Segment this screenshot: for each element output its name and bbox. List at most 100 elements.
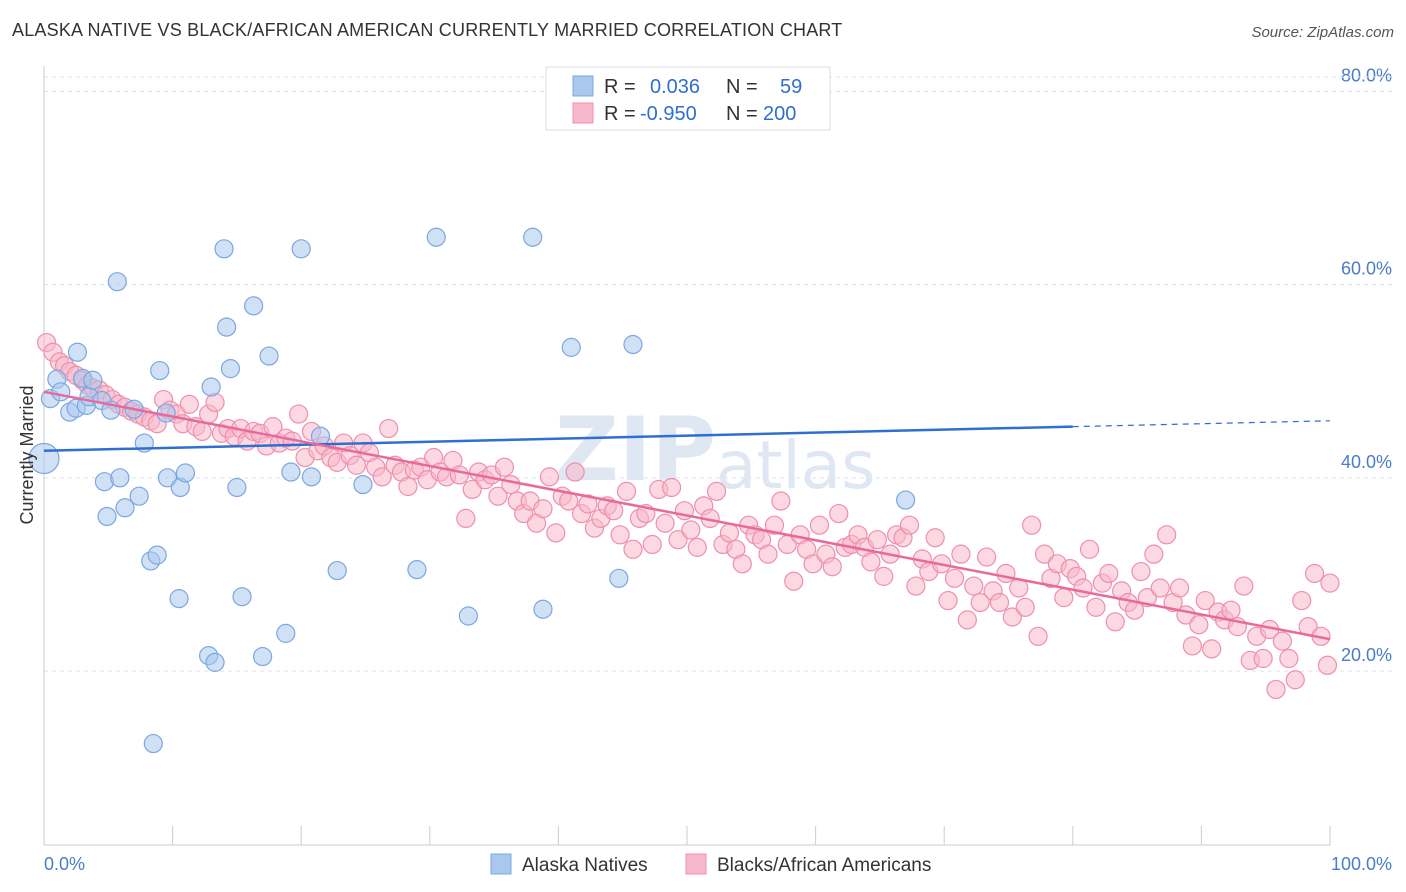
data-point [289,404,309,424]
data-point [97,506,117,527]
data-point [1086,597,1106,617]
data-point [1202,639,1222,659]
data-point [561,337,581,357]
data-point [539,467,559,487]
data-point [938,590,958,611]
data-point [214,239,234,259]
legend-n-label: N = [726,103,758,125]
data-point [1131,561,1151,582]
data-point [1073,578,1093,598]
legend-label-alaska-natives: Alaska Natives [522,855,648,876]
data-point [379,418,399,439]
x-tick-label: 0.0% [44,854,85,874]
data-point [899,515,920,535]
y-tick-label: 60.0% [1341,259,1392,279]
trend-line-blacks-african-americans [43,390,1331,641]
data-point [1079,539,1100,559]
data-point [1317,655,1338,675]
data-point [771,491,791,511]
data-point [201,377,221,397]
data-point [533,599,553,619]
data-point [829,503,849,524]
data-point [623,334,643,355]
data-point [687,537,707,557]
legend-r-value: 0.036 [650,76,700,98]
data-point [964,576,984,596]
data-point [546,523,566,543]
data-point [925,528,945,548]
data-point [809,515,830,535]
data-point [259,346,279,366]
legend-r-label: R = [604,76,636,98]
legend-label-blacks-african-americans: Blacks/African Americans [717,855,931,876]
data-point [494,457,514,477]
legend-r-label: R = [604,103,636,125]
data-point [107,272,127,292]
data-point [1105,612,1125,632]
data-point [449,465,469,485]
data-point [426,227,446,247]
data-point [276,623,296,643]
trend-line-alaska-natives-extension [1072,420,1331,428]
data-point [1157,525,1177,545]
watermark-atlas: atlas [716,427,876,504]
data-point [906,576,926,596]
x-tick-label: 100.0% [1331,854,1392,874]
data-point [604,501,624,521]
data-point [732,554,752,574]
data-point [51,382,71,402]
data-point [523,227,543,247]
data-point [1292,590,1312,611]
data-point [147,545,167,565]
data-point [681,520,701,540]
data-point [227,477,247,498]
data-point [1285,670,1305,690]
data-point [372,467,392,487]
data-point [1002,607,1022,627]
data-point [970,592,990,613]
data-point [1034,544,1055,564]
data-point [157,468,178,488]
data-point [143,733,163,754]
data-point [1221,600,1241,620]
data-point [1279,648,1299,669]
data-point [1195,590,1215,611]
data-point [281,462,301,482]
trend-line-alaska-natives [43,425,1073,453]
data-point [861,552,881,572]
data-point [175,463,196,483]
data-point [462,479,482,500]
data-point [533,499,553,519]
data-point [456,508,476,529]
data-point [1304,563,1325,584]
data-point [1022,515,1042,535]
legend-n-value: 200 [763,103,796,125]
gridlines: 20.0% 40.0% 60.0% 80.0% [44,65,1392,672]
data-point [896,490,916,510]
source-label: Source: ZipAtlas.com [1251,24,1394,41]
data-point [609,568,629,588]
data-point [874,566,894,586]
series-legend: Alaska Natives Blacks/African Americans [490,853,931,876]
data-point [996,563,1016,584]
data-point [706,481,727,501]
data-point [83,370,103,390]
data-point [642,534,662,555]
data-point [205,652,225,672]
data-point [957,610,977,630]
data-point [1266,679,1286,700]
data-point [67,342,88,362]
data-point [150,360,170,381]
data-point [110,468,130,488]
watermark: ZIP atlas [555,398,876,504]
legend-r-value: -0.950 [640,103,697,125]
data-point [1150,578,1170,598]
data-point [1253,648,1273,669]
data-point [232,587,252,607]
y-tick-label: 20.0% [1341,645,1392,665]
legend-swatch-blacks-african-americans [685,853,707,875]
data-point [1028,626,1048,646]
data-point [951,544,971,564]
legend-n-label: N = [726,76,758,98]
data-point [661,477,682,498]
